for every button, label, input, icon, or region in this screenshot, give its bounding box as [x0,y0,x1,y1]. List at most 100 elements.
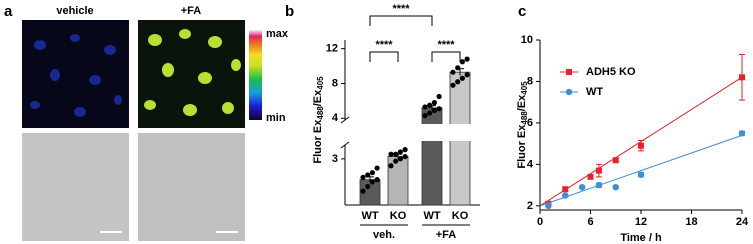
y-tick-label: 3 [332,153,338,165]
data-point [431,107,437,114]
fit-line [539,134,743,207]
data-point [422,104,428,110]
data-point [427,110,433,116]
data-point [562,192,569,199]
data-point [595,181,603,189]
data-point [369,170,375,176]
x-tick-label: KO [452,210,469,222]
group-label: veh. [373,229,395,241]
y-axis-label: Fluor Ex488/Ex405 [312,76,325,164]
significance-bracket [431,51,461,62]
data-point [739,74,745,81]
y-axis-label-part: Fluor Ex [516,124,528,169]
data-point [459,59,465,65]
x-tick-label: WT [361,210,378,222]
data-point [397,149,403,155]
x-tick-label: 0 [537,216,543,228]
image-label: +FA [181,5,202,17]
data-point [436,106,442,112]
x-tick-label: 24 [736,216,749,228]
bar [421,107,443,206]
fluorescence-image [138,20,245,128]
data-point [365,183,371,190]
y-axis-label-part: 488 [520,111,529,125]
panel-label: a [4,3,13,20]
y-tick-label: 12 [326,43,338,55]
legend-marker [565,88,573,96]
panel-label: b [285,3,294,20]
data-point [365,172,371,178]
data-point [374,165,380,171]
data-point [587,173,594,180]
image-label: vehicle [56,5,93,17]
x-tick-label: 18 [685,216,697,228]
data-point [388,163,394,169]
data-point [427,102,433,108]
significance-label: **** [392,3,410,15]
axis-break [340,141,350,149]
y-tick-label: 6 [527,117,533,129]
brightfield-image [22,133,129,241]
data-point [397,156,403,162]
group-label: +FA [436,229,457,241]
x-tick-label: 6 [587,216,593,228]
data-point [459,75,465,81]
y-tick-label: 8 [332,77,338,89]
data-point [360,188,366,194]
data-point [393,158,399,164]
data-point [595,167,602,174]
data-point [455,65,461,71]
data-point [578,183,586,191]
brightfield-image [138,133,245,241]
axis-break-gap [346,124,486,141]
data-point [360,174,366,180]
data-point [402,147,408,153]
data-point [545,202,552,210]
y-tick-label: 10 [521,34,533,46]
data-point [562,186,569,193]
axis-break [340,116,350,124]
data-point [374,177,380,183]
x-tick-label: WT [423,210,440,222]
legend-label: WT [586,86,603,98]
x-tick-label: 12 [635,216,647,228]
y-tick-label: 4 [527,158,534,170]
y-tick-label: 8 [527,75,533,87]
y-tick-label: 4 [332,112,339,124]
significance-bracket [369,51,399,62]
x-axis-label: Time / h [620,232,662,244]
x-tick-label: KO [390,210,407,222]
data-point [436,93,442,100]
data-point [637,171,645,178]
y-tick-label: 2 [527,200,533,212]
data-point [369,179,375,185]
data-point [450,82,456,88]
y-axis-label-part: /Ex [312,89,324,106]
data-point [431,100,437,106]
data-point [450,69,456,75]
significance-label: **** [437,39,455,51]
y-axis-label-part: 405 [520,81,529,95]
colorbar [249,30,262,120]
y-axis-label-part: /Ex [516,94,528,111]
data-point [738,130,746,137]
significance-bracket [369,15,433,26]
colorbar-label: min [266,112,286,124]
data-point [612,157,619,164]
legend-marker [566,69,572,75]
data-point [455,79,461,85]
panel-label: c [518,3,526,20]
data-point [402,153,408,160]
y-axis-label-part: 488 [316,106,325,120]
y-axis-label-part: Fluor Ex [312,119,324,164]
data-point [612,183,619,191]
data-point [388,151,394,157]
y-axis-label: Fluor Ex488/Ex405 [516,81,529,169]
fluorescence-image [22,20,129,128]
data-point [422,113,428,119]
data-point [464,56,470,62]
data-point [464,72,470,78]
data-point [393,151,399,157]
legend-label: ADH5 KO [586,66,636,78]
